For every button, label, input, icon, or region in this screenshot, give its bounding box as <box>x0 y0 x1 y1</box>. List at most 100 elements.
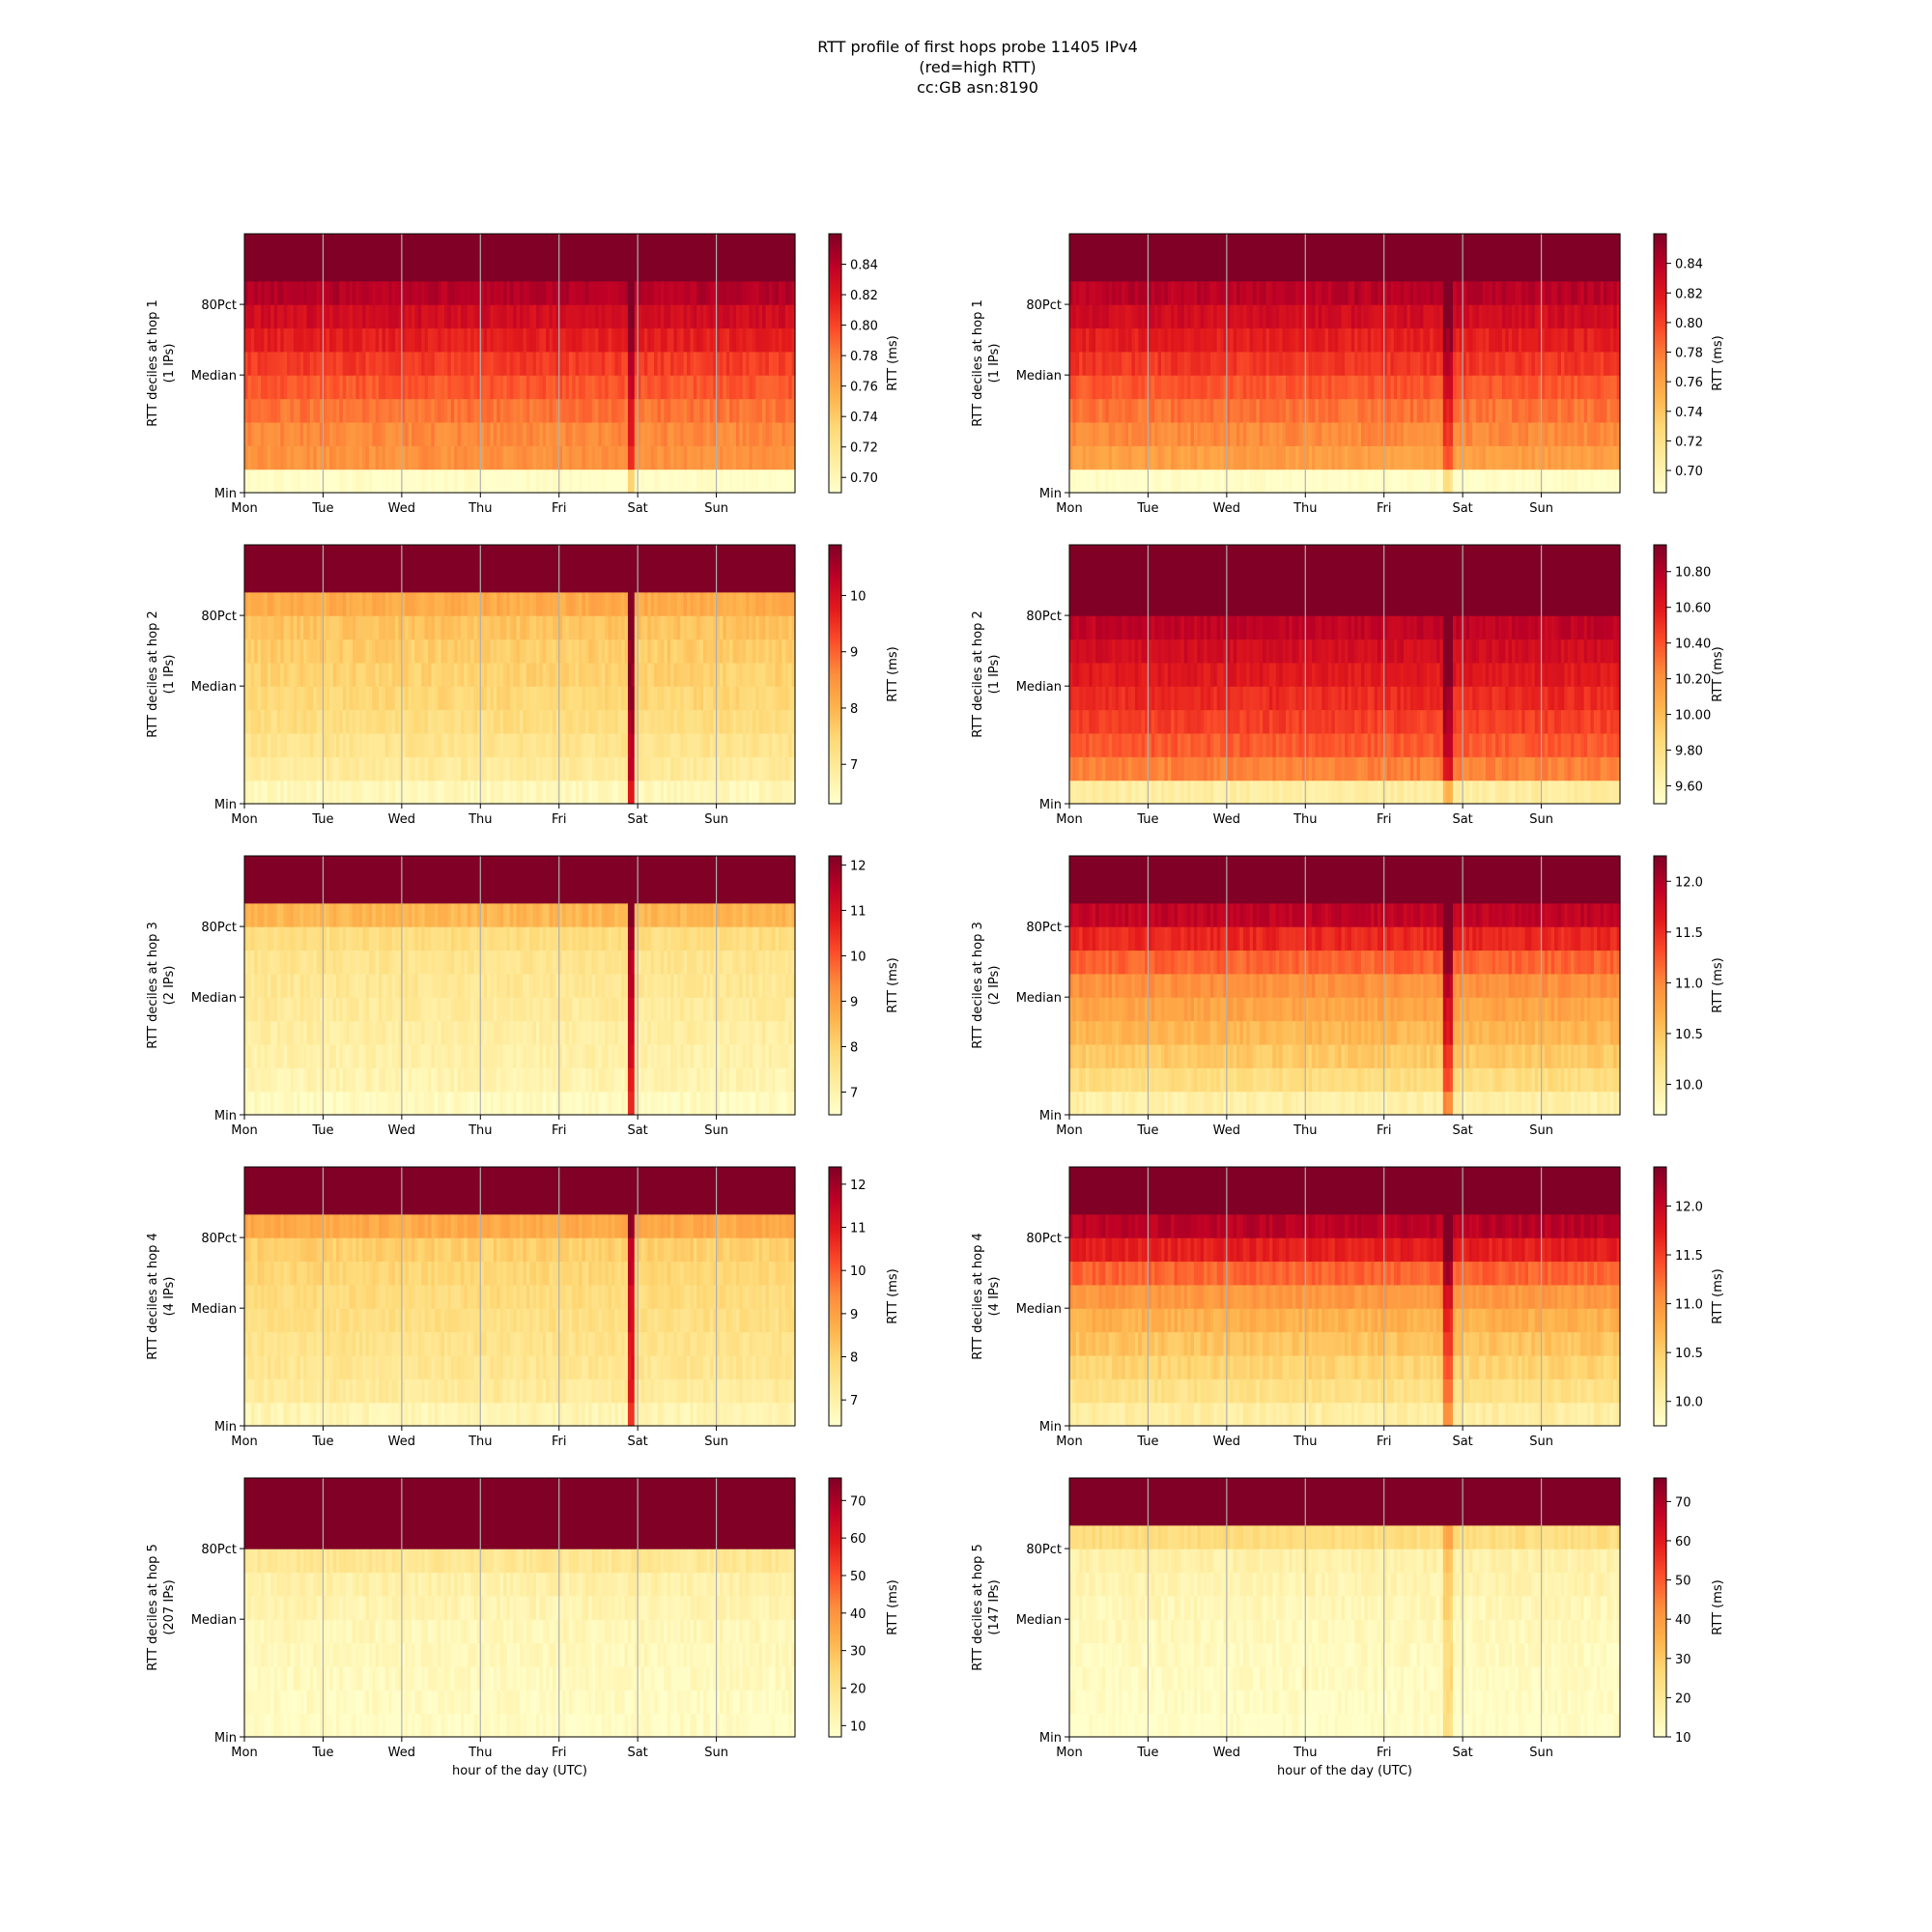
heatmap-cell <box>270 615 275 640</box>
heatmap-cell <box>431 756 436 781</box>
heatmap-cell <box>1420 445 1425 470</box>
heatmap-cell <box>643 780 648 805</box>
heatmap-cell <box>1308 327 1313 353</box>
heatmap-cell <box>1148 304 1152 329</box>
heatmap-cell <box>342 257 347 282</box>
heatmap-cell <box>535 639 540 664</box>
heatmap-cell <box>460 639 465 664</box>
heatmap-cell <box>699 257 704 282</box>
heatmap-cell <box>1289 304 1293 329</box>
heatmap-cell <box>339 280 344 305</box>
heatmap-cell <box>565 375 570 400</box>
heatmap-cell <box>438 398 442 423</box>
heatmap-cell <box>742 662 747 687</box>
heatmap-cell <box>440 469 445 494</box>
heatmap-cell <box>768 732 773 757</box>
heatmap-cell <box>290 756 295 781</box>
heatmap-cell <box>490 234 495 258</box>
heatmap-cell <box>405 304 410 329</box>
heatmap-cell <box>735 280 740 305</box>
heatmap-cell <box>412 780 416 805</box>
heatmap-cell <box>316 639 321 664</box>
heatmap-cell <box>595 732 600 757</box>
heatmap-cell <box>1112 469 1117 494</box>
heatmap-cell <box>535 469 540 494</box>
heatmap-cell <box>647 280 652 305</box>
heatmap-cell <box>273 686 278 711</box>
heatmap-cell <box>1279 234 1284 258</box>
heatmap-cell <box>1531 445 1536 470</box>
heatmap-cell <box>1528 327 1532 353</box>
heatmap-cell <box>1449 280 1454 305</box>
heatmap-cell <box>772 421 777 446</box>
heatmap-cell <box>617 780 622 805</box>
heatmap-cell <box>320 280 325 305</box>
heatmap-cell <box>1442 375 1447 400</box>
heatmap-cell <box>1360 375 1365 400</box>
heatmap-cell <box>1105 375 1110 400</box>
heatmap-cell <box>313 469 318 494</box>
figure-title-line-3: cc:GB asn:8190 <box>917 78 1038 97</box>
heatmap-cell <box>1609 257 1614 282</box>
heatmap-cell <box>1521 421 1526 446</box>
heatmap-cell <box>391 732 396 757</box>
heatmap-cell <box>1580 398 1585 423</box>
heatmap-cell <box>1148 398 1152 423</box>
heatmap-cell <box>384 398 389 423</box>
heatmap-cell <box>1124 327 1129 353</box>
heatmap-cell <box>1204 280 1208 305</box>
heatmap-cell <box>749 732 753 757</box>
heatmap-cell <box>349 304 354 329</box>
heatmap-cell <box>520 304 524 329</box>
heatmap-cell <box>1548 327 1552 353</box>
heatmap-cell <box>529 421 534 446</box>
heatmap-cell <box>352 280 356 305</box>
heatmap-cell <box>1426 234 1431 258</box>
heatmap-cell <box>568 398 573 423</box>
heatmap-cell <box>1263 421 1267 446</box>
heatmap-cell <box>526 469 530 494</box>
heatmap-cell <box>487 732 492 757</box>
heatmap-cell <box>405 445 410 470</box>
heatmap-cell <box>1298 445 1303 470</box>
heatmap-cell <box>1305 280 1310 305</box>
heatmap-cell <box>244 756 248 781</box>
heatmap-cell <box>1564 234 1569 258</box>
heatmap-cell <box>384 351 389 376</box>
heatmap-cell <box>464 639 469 664</box>
heatmap-cell <box>598 756 603 781</box>
heatmap-cell <box>568 709 573 734</box>
heatmap-cell <box>1550 445 1555 470</box>
heatmap-cell <box>520 351 524 376</box>
heatmap-cell <box>680 351 685 376</box>
heatmap-cell <box>584 732 589 757</box>
heatmap-cell <box>1423 398 1428 423</box>
heatmap-cell <box>1122 351 1126 376</box>
heatmap-cell <box>1197 398 1202 423</box>
heatmap-cell <box>1272 327 1277 353</box>
heatmap-cell <box>1348 421 1352 446</box>
heatmap-cell <box>654 445 659 470</box>
heatmap-cell <box>352 469 356 494</box>
heatmap-cell <box>1580 351 1585 376</box>
heatmap-cell <box>549 662 554 687</box>
heatmap-cell <box>1148 445 1152 470</box>
heatmap-cell <box>414 445 419 470</box>
heatmap-cell <box>1439 421 1444 446</box>
heatmap-cell <box>588 780 593 805</box>
heatmap-cell <box>1463 280 1467 305</box>
heatmap-cell <box>1249 234 1254 258</box>
heatmap-cell <box>412 445 416 470</box>
heatmap-cell <box>408 686 412 711</box>
heatmap-cell <box>1183 327 1188 353</box>
heatmap-cell <box>1253 304 1257 329</box>
heatmap-cell <box>1164 398 1169 423</box>
heatmap-cell <box>460 780 465 805</box>
heatmap-cell <box>1079 304 1084 329</box>
heatmap-cell <box>1380 398 1385 423</box>
heatmap-cell <box>358 662 363 687</box>
heatmap-cell <box>1393 234 1398 258</box>
heatmap-cell <box>1328 375 1333 400</box>
heatmap-cell <box>1085 351 1090 376</box>
heatmap-cell <box>719 709 724 734</box>
